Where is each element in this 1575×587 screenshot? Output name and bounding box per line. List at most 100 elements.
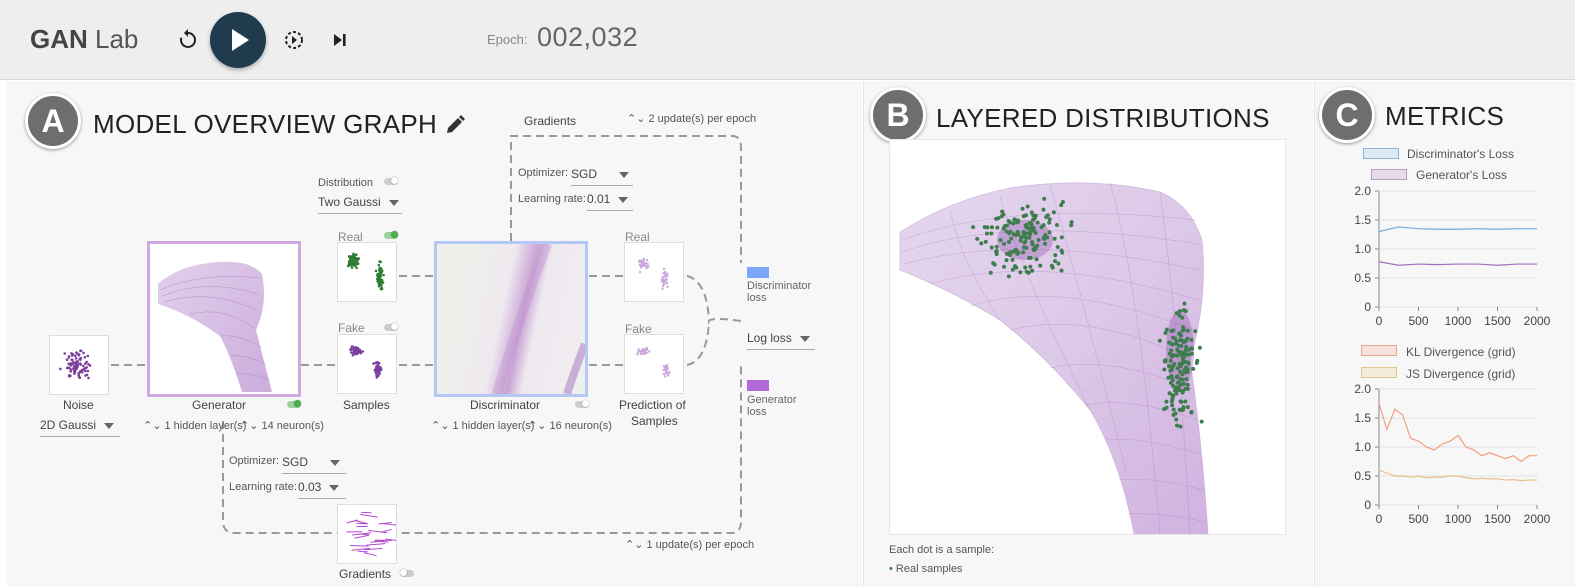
real-sample-dot	[1059, 235, 1064, 240]
real-sample-dot	[1053, 259, 1058, 264]
generator-toggle[interactable]	[287, 400, 301, 408]
real-point	[378, 266, 382, 270]
distribution-select[interactable]: Two Gaussi	[318, 195, 402, 214]
gradient-arrow	[355, 520, 368, 525]
discriminator-toggle[interactable]	[575, 400, 589, 408]
gen-hidden-layers-stepper[interactable]: ⌃⌄ 1 hidden layer(s)	[143, 420, 247, 432]
noise-label: Noise	[63, 398, 94, 412]
noise-point	[84, 362, 87, 365]
real-sample-dot	[1178, 408, 1183, 413]
real-sample-dot	[1172, 362, 1177, 367]
real-sample-dot	[1015, 251, 1020, 256]
gradient-arrow	[360, 513, 378, 518]
disc-updates-stepper[interactable]: ⌃⌄ 2 update(s) per epoch	[627, 113, 757, 125]
real-sample-dot	[1178, 333, 1183, 338]
generator-box[interactable]	[147, 241, 301, 397]
noise-point	[75, 351, 78, 354]
real-sample-dot	[1008, 253, 1013, 258]
real-sample-dot	[1013, 247, 1018, 252]
generator-label: Generator	[192, 398, 247, 412]
edit-icon[interactable]	[443, 113, 467, 137]
pred-fake-point	[645, 351, 648, 355]
noise-point	[63, 352, 67, 355]
gen-lr-select[interactable]: 0.03	[298, 480, 346, 499]
real-sample-dot	[1069, 220, 1074, 225]
fake-point	[352, 351, 356, 355]
disc-lr-select[interactable]: 0.01	[587, 192, 633, 211]
model-overview-title: MODEL OVERVIEW GRAPH	[93, 109, 438, 139]
noise-point	[85, 366, 88, 369]
noise-point	[65, 358, 69, 362]
distribution-toggle[interactable]	[384, 177, 398, 185]
disc-optimizer-label: Optimizer:	[518, 167, 569, 179]
gen-loss-swatch	[747, 380, 769, 391]
pred-fake-point	[663, 367, 666, 370]
real-sample-dot	[1183, 399, 1188, 404]
gen-updates-stepper[interactable]: ⌃⌄ 1 update(s) per epoch	[625, 539, 755, 551]
fake-toggle[interactable]	[384, 323, 398, 331]
fake-point	[375, 373, 378, 377]
real-sample-dot	[1024, 235, 1029, 240]
noise-point	[67, 356, 71, 359]
real-sample-dot	[1012, 217, 1017, 222]
real-point	[353, 256, 356, 260]
disc-neurons-stepper[interactable]: ⌃⌄ 16 neuron(s)	[528, 420, 612, 432]
step-icon[interactable]	[328, 28, 352, 52]
real-sample-dot	[1180, 372, 1185, 377]
graph-connections	[111, 135, 742, 534]
gen-optimizer-select[interactable]: SGD	[282, 455, 346, 474]
fake-samples-box	[337, 334, 397, 394]
reset-icon[interactable]	[176, 28, 200, 52]
fake-point	[378, 366, 382, 369]
real-sample-dot	[1029, 210, 1034, 215]
real-sample-dot	[1021, 250, 1026, 255]
fake-point	[376, 368, 380, 371]
real-sample-dot	[1015, 218, 1020, 223]
distribution-canvas[interactable]	[889, 139, 1286, 535]
fake-point	[349, 351, 353, 354]
fake-point	[357, 349, 360, 352]
gradient-arrow	[354, 534, 369, 539]
real-point	[347, 261, 351, 265]
real-sample-dot	[989, 245, 994, 250]
gradient-arrow	[363, 552, 377, 557]
pred-real-point	[641, 259, 645, 262]
noise-point	[71, 352, 75, 356]
gen-neurons-stepper[interactable]: ⌃⌄ 14 neuron(s)	[240, 420, 324, 432]
real-sample-dot	[1189, 351, 1194, 356]
real-sample-dot	[1180, 390, 1185, 395]
pred-real-point	[647, 265, 650, 268]
real-sample-dot	[1171, 335, 1176, 340]
gradient-arrow	[363, 547, 383, 551]
real-sample-dot	[1182, 301, 1187, 306]
real-sample-dot	[1175, 380, 1180, 385]
real-sample-dot	[1178, 351, 1183, 356]
real-sample-dot	[1047, 217, 1052, 222]
real-sample-dot	[1166, 364, 1171, 369]
noise-point	[67, 374, 71, 377]
noise-select[interactable]: 2D Gaussi	[40, 418, 120, 437]
disc-gradients-label: Gradients	[524, 114, 577, 128]
real-sample-dot	[1027, 235, 1032, 240]
discriminator-box[interactable]	[425, 241, 605, 397]
gradient-arrow	[346, 519, 358, 524]
gen-gradients-plot	[346, 511, 402, 557]
real-sample-dot	[1179, 343, 1184, 348]
real-sample-dot	[996, 216, 1001, 221]
slow-motion-icon[interactable]	[282, 28, 306, 52]
real-sample-dot	[1020, 206, 1025, 211]
real-sample-dot	[1060, 199, 1065, 204]
real-sample-dot	[1184, 377, 1189, 382]
y-tick-label: 0	[1364, 498, 1371, 512]
section-badge-b: B	[870, 87, 926, 143]
gen-gradients-toggle[interactable]	[400, 569, 414, 577]
noise-plot	[59, 349, 92, 380]
real-sample-dot	[1043, 233, 1048, 238]
real-point	[355, 266, 358, 270]
loss-type-select[interactable]: Log loss	[747, 331, 815, 350]
distribution-label: Distribution	[318, 177, 374, 189]
disc-hidden-layers-stepper[interactable]: ⌃⌄ 1 hidden layer(s)	[431, 420, 535, 432]
play-button[interactable]	[210, 12, 266, 68]
disc-optimizer-select[interactable]: SGD	[571, 167, 633, 186]
real-toggle[interactable]	[384, 231, 398, 239]
